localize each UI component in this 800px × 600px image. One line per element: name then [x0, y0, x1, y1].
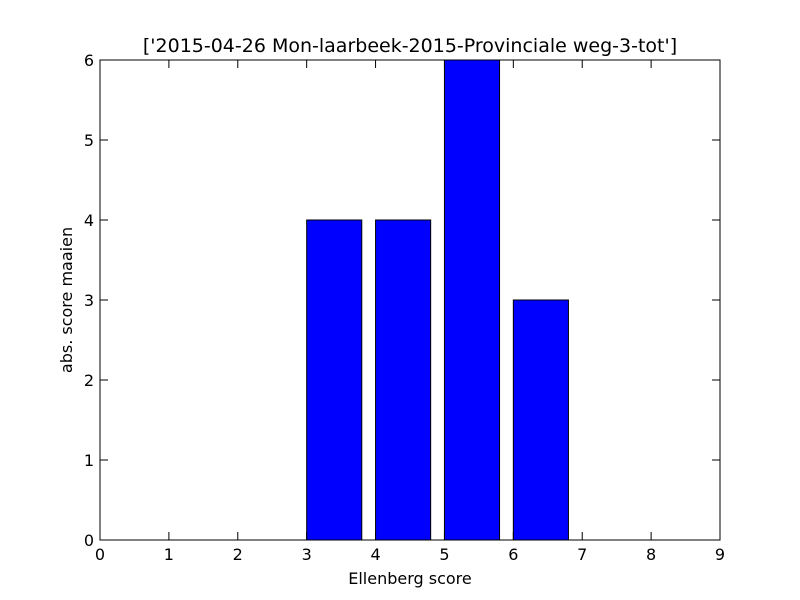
x-tick-label: 8 [646, 545, 656, 564]
y-tick-label: 1 [84, 451, 94, 470]
y-tick-label: 0 [84, 531, 94, 550]
x-tick-label: 1 [164, 545, 174, 564]
bar-5 [443, 59, 501, 541]
y-tick-label: 6 [84, 51, 94, 70]
x-tick-label: 4 [370, 545, 380, 564]
x-tick-label: 0 [95, 545, 105, 564]
bar-6 [512, 299, 569, 541]
x-tick-label: 3 [302, 545, 312, 564]
x-axis-label: Ellenberg score [348, 569, 472, 588]
y-tick-label: 4 [84, 211, 94, 230]
chart-title: ['2015-04-26 Mon-laarbeek-2015-Provincia… [143, 35, 677, 57]
bar-4 [375, 219, 432, 541]
plot-frame [99, 59, 721, 541]
bar-3 [306, 219, 363, 541]
y-axis-label: abs. score maaien [57, 227, 76, 373]
x-tick-label: 6 [508, 545, 518, 564]
x-tick-label: 2 [233, 545, 243, 564]
y-tick-label: 3 [84, 291, 94, 310]
y-tick-label: 2 [84, 371, 94, 390]
x-tick-label: 5 [439, 545, 449, 564]
y-tick-label: 5 [84, 131, 94, 150]
x-tick-label: 9 [715, 545, 725, 564]
x-tick-label: 7 [577, 545, 587, 564]
bars-group [306, 59, 569, 541]
